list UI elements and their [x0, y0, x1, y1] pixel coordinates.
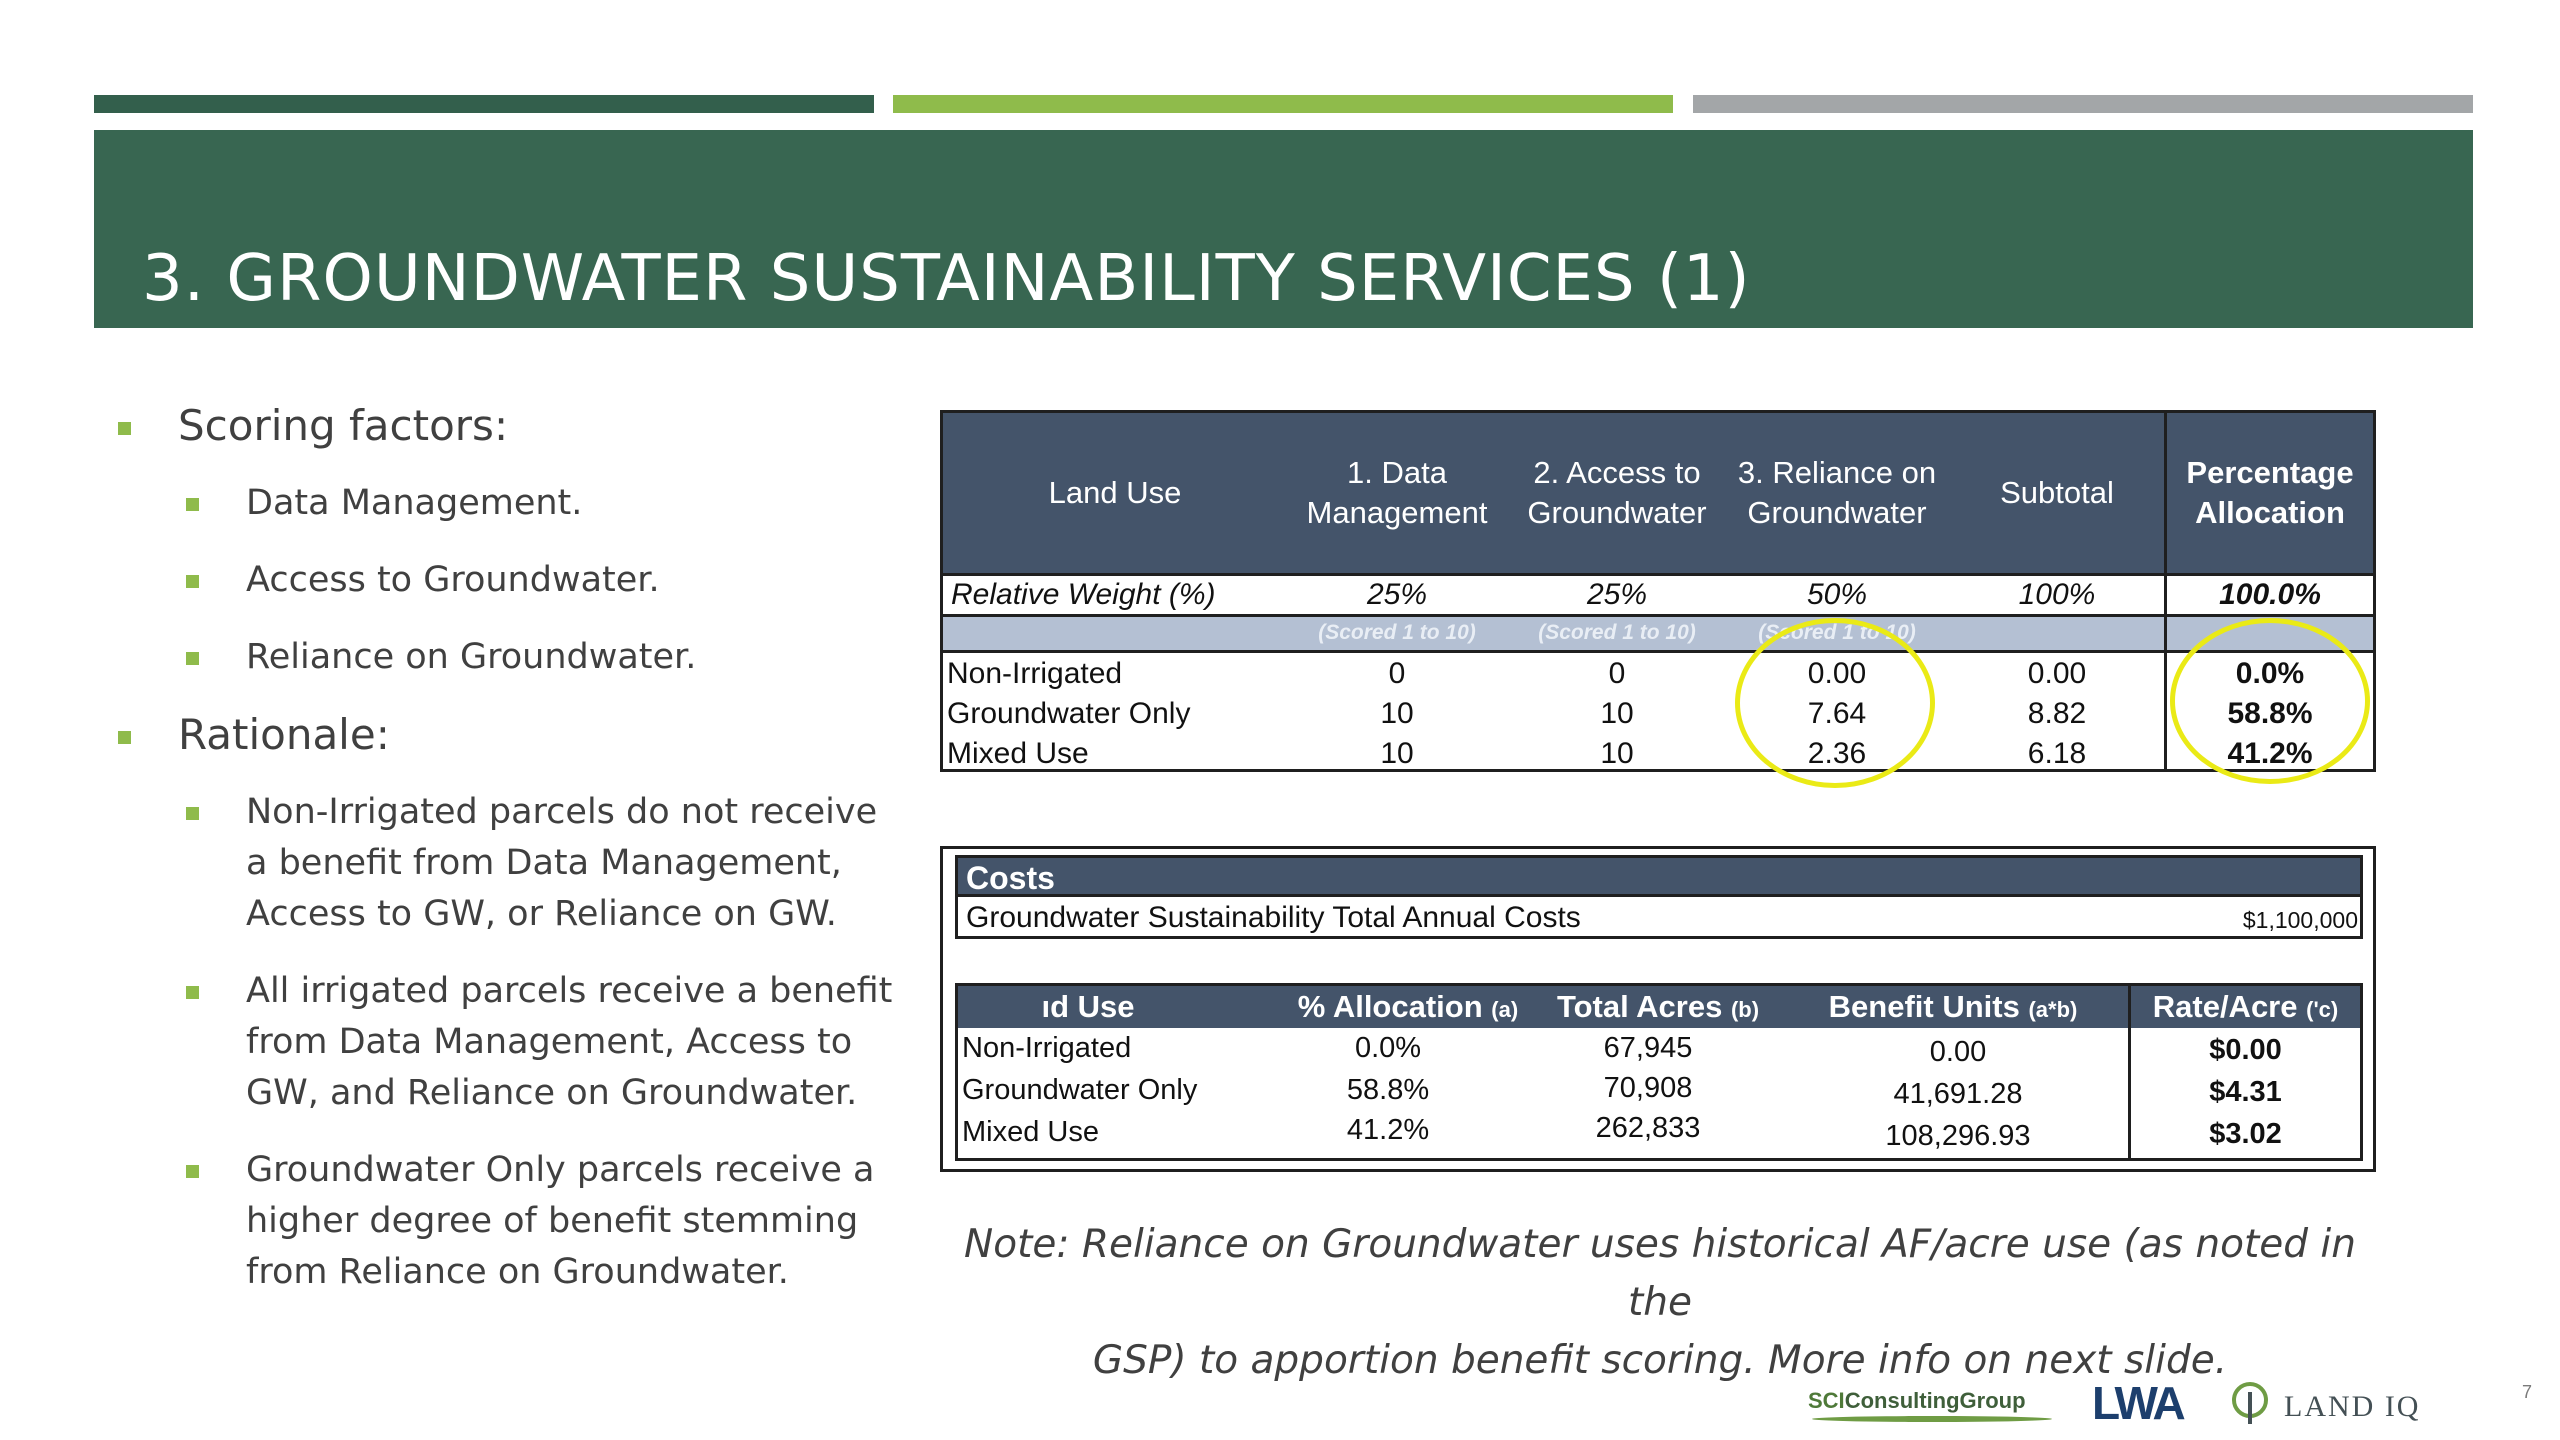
weight-subtotal: 100%	[2018, 578, 2096, 611]
weight-reliance: 50%	[1806, 578, 1868, 611]
header-subtotal: Subtotal	[2000, 475, 2114, 510]
sci-consulting-group-logo: SCIConsultingGroup	[1808, 1388, 2026, 1413]
data-management-cell: 0	[1388, 657, 1406, 690]
rate-cell: $4.31	[2209, 1076, 2282, 1108]
footnote: Note: Reliance on Groundwater uses histo…	[964, 1222, 2356, 1383]
divider	[943, 573, 2373, 576]
land-use-cell: Groundwater Only	[962, 1074, 1198, 1106]
total-costs-label: Groundwater Sustainability Total Annual …	[966, 901, 1581, 934]
sci-logo-swoosh	[1812, 1416, 2052, 1422]
bullet-square-icon	[118, 731, 131, 744]
weight-percentage: 100.0%	[2219, 578, 2321, 611]
divider	[943, 614, 2373, 617]
bullet-rationale-item: All irrigated parcels receive a benefit …	[110, 966, 910, 1119]
acres-cell: 67,945	[1603, 1032, 1693, 1064]
allocation-cell: 0.0%	[1354, 1032, 1422, 1064]
bullet-rationale: Rationale:	[110, 709, 910, 761]
bullet-rationale-item: Groundwater Only parcels receive a highe…	[110, 1145, 910, 1298]
accent-bar-dark-green	[94, 95, 874, 113]
header-rate-per-acre: Rate/Acre ('c)	[2152, 989, 2339, 1024]
table-row: Mixed Use 10 10 2.36 6.18 41.2%	[943, 737, 2373, 770]
weight-access: 25%	[1586, 578, 1648, 611]
data-management-cell: 10	[1380, 737, 1414, 770]
bullet-square-icon	[186, 1165, 199, 1178]
land-iq-logo: LAND IQ	[2284, 1390, 2421, 1423]
header-reliance-on-groundwater: 3. Reliance on Groundwater	[1737, 455, 1937, 530]
header-total-acres: Total Acres (b)	[1556, 989, 1760, 1024]
page-number: 7	[2522, 1382, 2533, 1402]
allocation-cell: 58.8%	[1346, 1074, 1430, 1106]
acres-cell: 262,833	[1595, 1112, 1701, 1144]
scoring-table-header: Land Use 1. Data Management 2. Access to G…	[943, 413, 2373, 573]
benefit-units-cell: 108,296.93	[1885, 1120, 2031, 1152]
subtotal-cell: 0.00	[2027, 657, 2087, 690]
subtotal-cell: 6.18	[2027, 737, 2087, 770]
weight-label: Relative Weight (%)	[951, 578, 1216, 611]
cost-table: Costs Groundwater Sustainability Total A…	[940, 846, 2376, 1172]
header-percentage-allocation: Percentage Allocation	[2186, 455, 2354, 530]
bullet-factor: Reliance on Groundwater.	[110, 632, 910, 683]
rate-cell: $3.02	[2209, 1118, 2282, 1150]
rate-cell: $0.00	[2209, 1034, 2282, 1066]
divider	[943, 650, 2373, 653]
land-use-cell: Mixed Use	[962, 1116, 1099, 1148]
bullet-square-icon	[118, 422, 131, 435]
costs-header: Costs	[955, 855, 2363, 897]
bullet-factor: Access to Groundwater.	[110, 555, 910, 606]
bullet-square-icon	[186, 498, 199, 511]
header-allocation: % Allocation (a)	[1297, 989, 1519, 1024]
header-benefit-units: Benefit Units (a*b)	[1828, 989, 2078, 1024]
acres-cell: 70,908	[1603, 1072, 1693, 1104]
table-row: Groundwater Only 10 10 7.64 8.82 58.8%	[943, 697, 2373, 737]
benefit-units-cell: 41,691.28	[1893, 1078, 2023, 1110]
column-divider	[2164, 413, 2167, 769]
access-cell: 10	[1600, 697, 1634, 730]
lwa-logo: LWA	[2092, 1377, 2186, 1429]
bullet-rationale-item: Non-Irrigated parcels do not receive a b…	[110, 787, 910, 940]
subtotal-cell: 8.82	[2027, 697, 2087, 730]
land-use-cell: Groundwater Only	[947, 697, 1191, 730]
allocation-grid: ıd Use % Allocation (a) Total Acres (b) …	[955, 983, 2363, 1161]
benefit-units-cell: 0.00	[1929, 1036, 1987, 1068]
scored-note-row: (Scored 1 to 10) (Scored 1 to 10) (Score…	[943, 617, 2373, 650]
allocation-grid-header: ıd Use % Allocation (a) Total Acres (b) …	[958, 986, 2360, 1028]
total-costs-row: Groundwater Sustainability Total Annual …	[955, 897, 2363, 939]
scored-note: (Scored 1 to 10)	[1538, 621, 1696, 644]
header-access-to-groundwater: 2. Access to Groundwater	[1527, 455, 1707, 530]
data-management-cell: 10	[1380, 697, 1414, 730]
land-use-cell: Mixed Use	[947, 737, 1089, 770]
header-data-management: 1. Data Management	[1306, 455, 1488, 530]
total-costs-value: $1,100,000	[2242, 907, 2358, 933]
title-band: 3. GROUNDWATER SUSTAINABILITY SERVICES (…	[94, 130, 2473, 328]
weight-row: Relative Weight (%) 25% 25% 50% 100% 100…	[943, 576, 2373, 614]
header-land-use: Land Use	[1048, 475, 1182, 510]
land-use-cell: Non-Irrigated	[947, 657, 1123, 690]
access-cell: 10	[1600, 737, 1634, 770]
bullet-square-icon	[186, 807, 199, 820]
header-land-use: ıd Use	[1041, 989, 1135, 1024]
weight-data-management: 25%	[1366, 578, 1428, 611]
accent-bar-light-green	[893, 95, 1673, 113]
bullet-square-icon	[186, 575, 199, 588]
land-use-cell: Non-Irrigated	[962, 1032, 1132, 1064]
bullet-square-icon	[186, 986, 199, 999]
bullet-factor: Data Management.	[110, 478, 910, 529]
bullet-square-icon	[186, 652, 199, 665]
allocation-cell: 41.2%	[1346, 1114, 1430, 1146]
slide-title: 3. GROUNDWATER SUSTAINABILITY SERVICES (…	[142, 241, 1751, 316]
scoring-table: Land Use 1. Data Management 2. Access to G…	[940, 410, 2376, 772]
column-divider	[2128, 986, 2131, 1158]
access-cell: 0	[1608, 657, 1626, 690]
highlight-circle-reliance	[1735, 618, 1935, 788]
accent-bar-gray	[1693, 95, 2473, 113]
land-iq-pin-icon	[2232, 1382, 2268, 1424]
table-row: Non-Irrigated 0 0 0.00 0.00 0.0%	[943, 657, 2373, 697]
scored-note: (Scored 1 to 10)	[1318, 621, 1476, 644]
bullet-scoring-factors: Scoring factors:	[110, 400, 910, 452]
highlight-circle-percentage	[2170, 618, 2370, 784]
bullet-list: Scoring factors: Data Management. Access…	[110, 400, 910, 1324]
